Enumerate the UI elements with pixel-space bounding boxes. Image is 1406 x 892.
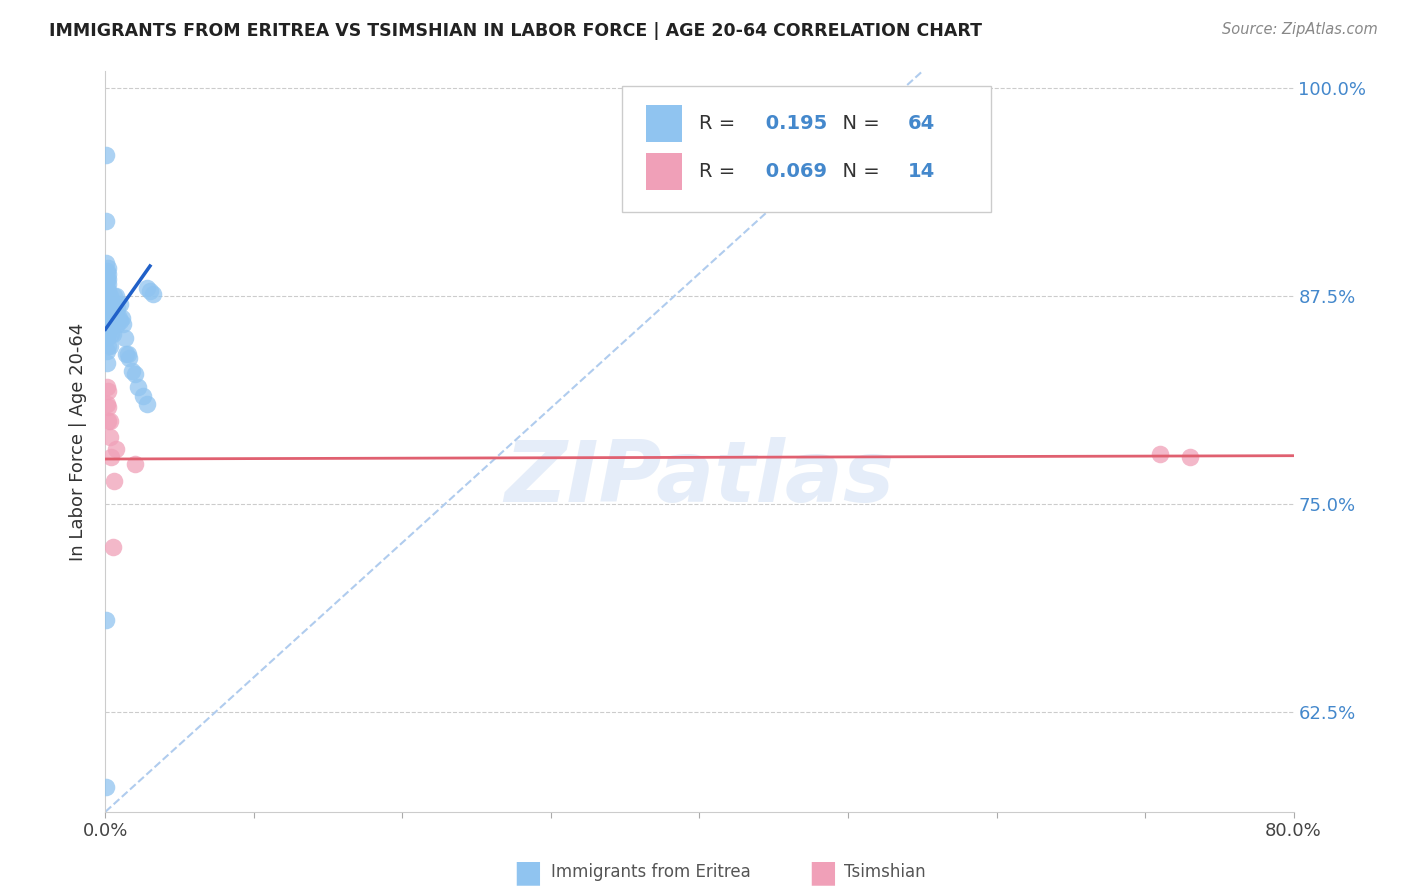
Point [101,310,124,325]
Point [100,327,122,342]
Point [97,384,120,398]
Point [108,310,131,325]
Point [97,301,120,315]
Point [96,397,118,411]
Text: 0.069: 0.069 [759,161,827,181]
Point [121,364,143,378]
Point [96,318,118,332]
Text: N =: N = [830,161,886,181]
Point [104,305,127,319]
Point [1149,447,1171,461]
Text: IMMIGRANTS FROM ERITREA VS TSIMSHIAN IN LABOR FORCE | AGE 20-64 CORRELATION CHAR: IMMIGRANTS FROM ERITREA VS TSIMSHIAN IN … [49,22,983,40]
Point [100,450,122,465]
Point [97,401,120,415]
Text: R =: R = [700,113,742,133]
Point [104,289,127,303]
Point [96,305,118,319]
Point [101,327,124,342]
Point [96,214,118,228]
Point [98,339,121,353]
Point [98,322,121,336]
Point [117,347,139,361]
Point [104,442,127,456]
Point [127,380,149,394]
Point [98,414,121,428]
Point [124,367,146,381]
Point [110,297,132,311]
Point [97,284,120,298]
Point [100,310,122,325]
Point [98,305,121,319]
Point [96,614,118,628]
Point [1178,450,1201,465]
Point [96,280,118,294]
Point [105,318,128,332]
Point [97,277,120,292]
Text: ■: ■ [808,858,837,887]
Text: ZIPatlas: ZIPatlas [505,437,894,520]
FancyBboxPatch shape [623,87,991,212]
Point [105,301,128,315]
Point [96,147,118,161]
Text: 64: 64 [907,113,935,133]
Point [96,255,118,269]
Text: 14: 14 [907,161,935,181]
Point [96,289,118,303]
Point [96,355,118,369]
Point [96,380,118,394]
Point [103,289,125,303]
Point [97,414,120,428]
Point [124,457,146,471]
Point [97,268,120,282]
Y-axis label: In Labor Force | Age 20-64: In Labor Force | Age 20-64 [69,322,87,561]
Point [136,280,159,294]
Point [115,347,138,361]
Point [98,289,121,303]
Text: N =: N = [830,113,886,133]
Point [97,310,120,325]
Point [96,322,118,336]
Point [111,310,134,325]
Point [96,780,118,794]
Text: Tsimshian: Tsimshian [844,863,925,881]
Bar [645,153,682,190]
Point [100,297,122,311]
Point [97,260,120,275]
Point [101,297,124,311]
Bar [645,104,682,142]
Point [97,339,120,353]
Point [96,297,118,311]
Point [97,314,120,328]
Point [103,474,125,488]
Point [97,327,120,342]
Point [142,287,165,301]
Point [97,289,120,303]
Point [112,318,135,332]
Point [97,272,120,286]
Point [136,397,159,411]
Text: Immigrants from Eritrea: Immigrants from Eritrea [551,863,751,881]
Point [114,330,136,344]
Point [96,330,118,344]
Text: R =: R = [700,161,742,181]
Point [96,272,118,286]
Point [96,277,118,292]
Point [98,430,121,444]
Point [101,540,124,554]
Point [131,389,153,403]
Text: ■: ■ [513,858,541,887]
Point [110,314,132,328]
Point [96,289,118,303]
Text: 0.195: 0.195 [759,113,827,133]
Text: Source: ZipAtlas.com: Source: ZipAtlas.com [1222,22,1378,37]
Point [96,301,118,315]
Point [96,264,118,278]
Point [118,351,141,365]
Point [97,297,120,311]
Point [139,284,162,298]
Point [103,305,125,319]
Point [96,343,118,358]
